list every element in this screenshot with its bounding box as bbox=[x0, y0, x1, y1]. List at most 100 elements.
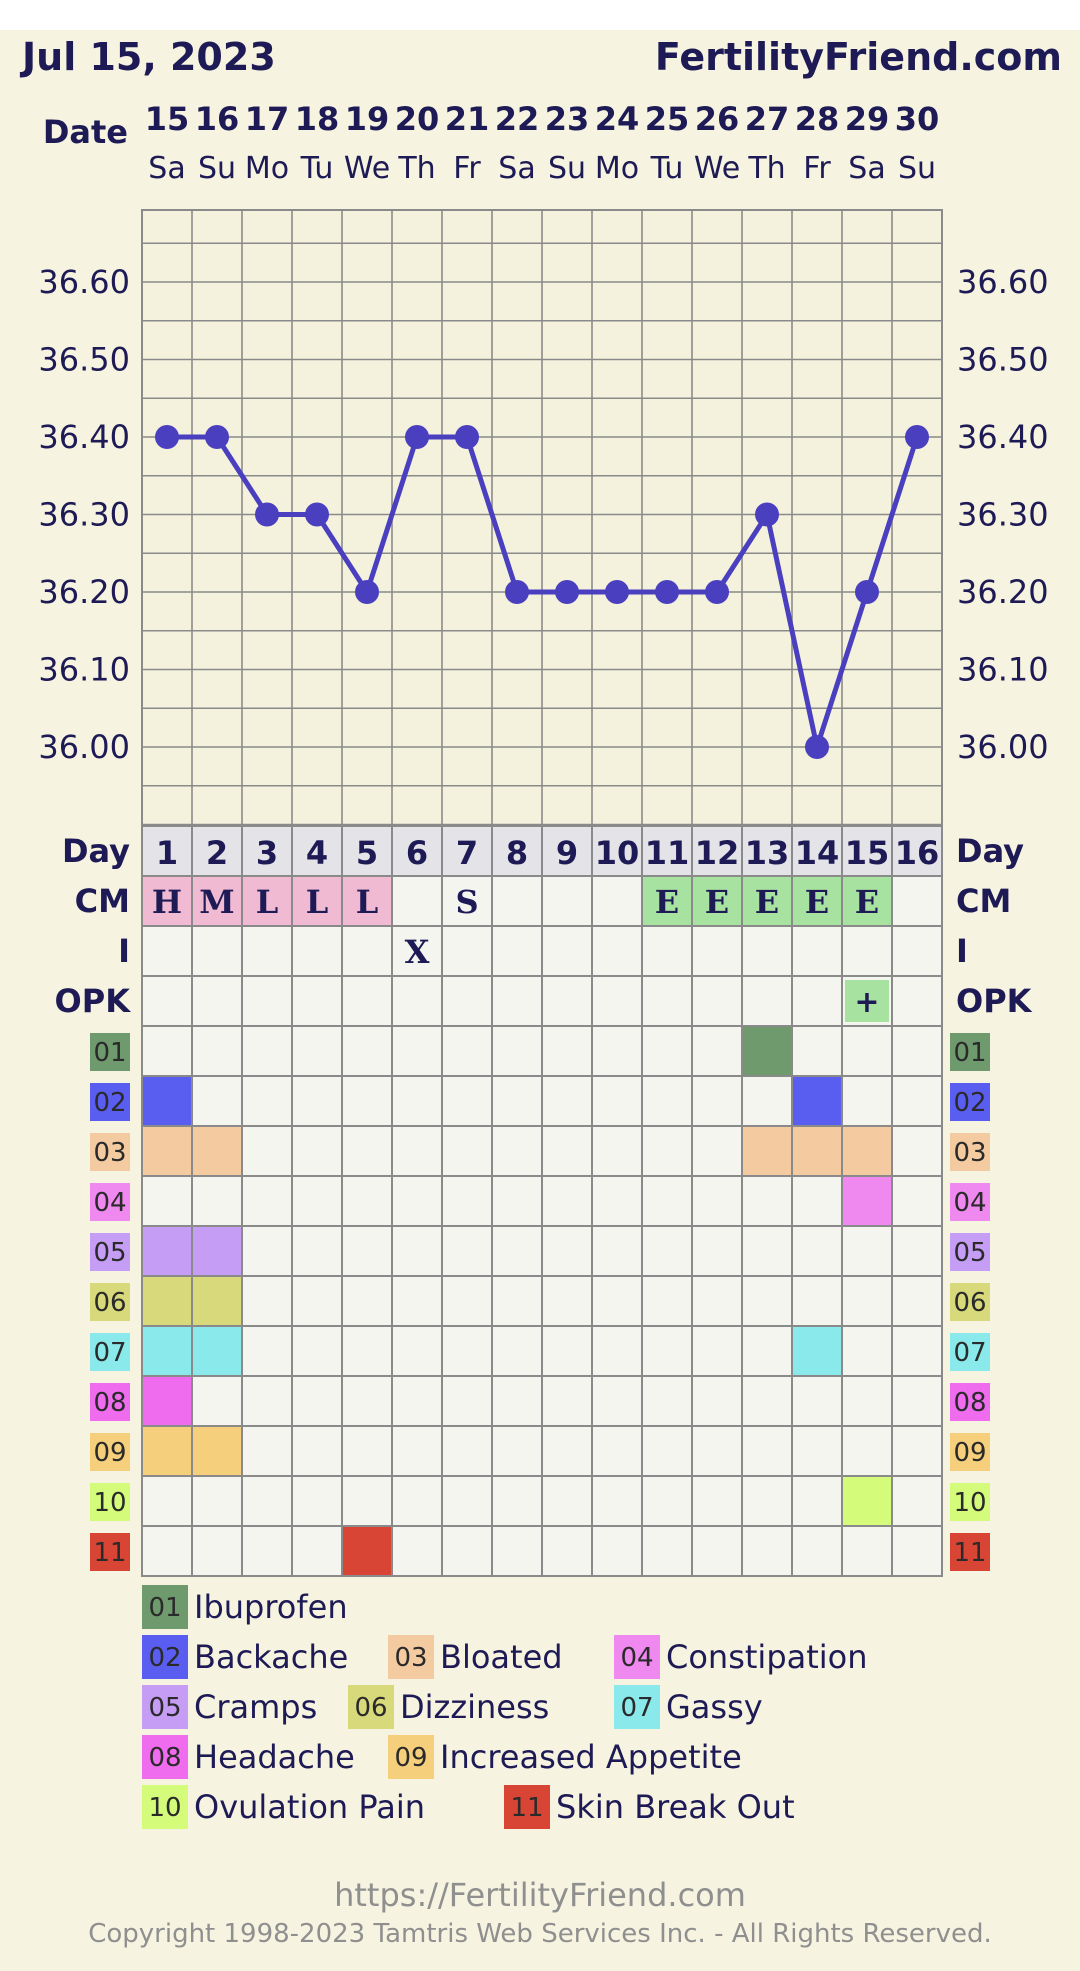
symptom-cell[interactable] bbox=[441, 1075, 493, 1127]
symptom-cell[interactable] bbox=[441, 1425, 493, 1477]
symptom-cell[interactable] bbox=[541, 1075, 593, 1127]
intercourse-cell[interactable] bbox=[591, 925, 643, 977]
symptom-cell[interactable] bbox=[341, 1525, 393, 1577]
symptom-cell[interactable] bbox=[491, 1225, 543, 1277]
cycle-day-cell[interactable] bbox=[191, 825, 243, 877]
symptom-cell[interactable] bbox=[191, 1475, 243, 1527]
symptom-cell[interactable] bbox=[291, 1225, 343, 1277]
cm-cell[interactable] bbox=[241, 875, 293, 927]
symptom-cell[interactable] bbox=[641, 1225, 693, 1277]
symptom-cell[interactable] bbox=[141, 1375, 193, 1427]
intercourse-cell[interactable] bbox=[891, 925, 943, 977]
symptom-cell[interactable] bbox=[691, 1475, 743, 1527]
symptom-cell[interactable] bbox=[491, 1175, 543, 1227]
symptom-cell[interactable] bbox=[191, 1125, 243, 1177]
symptom-cell[interactable] bbox=[291, 1475, 343, 1527]
symptom-cell[interactable] bbox=[141, 1325, 193, 1377]
symptom-cell[interactable] bbox=[691, 1525, 743, 1577]
symptom-cell[interactable] bbox=[591, 1325, 643, 1377]
symptom-cell[interactable] bbox=[391, 1225, 443, 1277]
symptom-cell[interactable] bbox=[491, 1075, 543, 1127]
cycle-day-cell[interactable] bbox=[741, 825, 793, 877]
symptom-cell[interactable] bbox=[391, 1275, 443, 1327]
temperature-point[interactable] bbox=[705, 580, 729, 604]
symptom-cell[interactable] bbox=[641, 1475, 693, 1527]
symptom-cell[interactable] bbox=[641, 1525, 693, 1577]
symptom-cell[interactable] bbox=[641, 1275, 693, 1327]
intercourse-cell[interactable] bbox=[391, 925, 443, 977]
cycle-day-cell[interactable] bbox=[341, 825, 393, 877]
symptom-cell[interactable] bbox=[441, 1225, 493, 1277]
symptom-cell[interactable] bbox=[491, 1375, 543, 1427]
symptom-cell[interactable] bbox=[841, 1225, 893, 1277]
symptom-cell[interactable] bbox=[241, 1425, 293, 1477]
cm-cell[interactable] bbox=[341, 875, 393, 927]
temperature-point[interactable] bbox=[905, 425, 929, 449]
intercourse-cell[interactable] bbox=[741, 925, 793, 977]
opk-cell[interactable] bbox=[691, 975, 743, 1027]
temperature-point[interactable] bbox=[255, 502, 279, 527]
symptom-cell[interactable] bbox=[391, 1425, 443, 1477]
temperature-point[interactable] bbox=[605, 580, 629, 604]
symptom-cell[interactable] bbox=[741, 1075, 793, 1127]
symptom-cell[interactable] bbox=[141, 1525, 193, 1577]
temperature-point[interactable] bbox=[855, 580, 879, 604]
symptom-cell[interactable] bbox=[691, 1175, 743, 1227]
symptom-cell[interactable] bbox=[341, 1175, 393, 1227]
symptom-cell[interactable] bbox=[341, 1375, 393, 1427]
symptom-cell[interactable] bbox=[241, 1075, 293, 1127]
symptom-cell[interactable] bbox=[241, 1475, 293, 1527]
intercourse-cell[interactable] bbox=[691, 925, 743, 977]
symptom-cell[interactable] bbox=[741, 1025, 793, 1077]
symptom-cell[interactable] bbox=[491, 1475, 543, 1527]
intercourse-cell[interactable] bbox=[241, 925, 293, 977]
temperature-point[interactable] bbox=[505, 580, 529, 604]
symptom-cell[interactable] bbox=[841, 1125, 893, 1177]
temperature-point[interactable] bbox=[305, 502, 329, 527]
symptom-cell[interactable] bbox=[691, 1275, 743, 1327]
symptom-cell[interactable] bbox=[391, 1175, 443, 1227]
symptom-cell[interactable] bbox=[791, 1325, 843, 1377]
opk-cell[interactable] bbox=[491, 975, 543, 1027]
symptom-cell[interactable] bbox=[341, 1425, 393, 1477]
footer-url[interactable]: https://FertilityFriend.com bbox=[334, 1876, 746, 1914]
symptom-cell[interactable] bbox=[441, 1525, 493, 1577]
symptom-cell[interactable] bbox=[641, 1425, 693, 1477]
symptom-cell[interactable] bbox=[341, 1125, 393, 1177]
symptom-cell[interactable] bbox=[691, 1225, 743, 1277]
symptom-cell[interactable] bbox=[591, 1375, 643, 1427]
cycle-day-cell[interactable] bbox=[591, 825, 643, 877]
symptom-cell[interactable] bbox=[841, 1375, 893, 1427]
symptom-cell[interactable] bbox=[791, 1025, 843, 1077]
intercourse-cell[interactable] bbox=[441, 925, 493, 977]
symptom-cell[interactable] bbox=[791, 1225, 843, 1277]
intercourse-cell[interactable] bbox=[291, 925, 343, 977]
symptom-cell[interactable] bbox=[241, 1375, 293, 1427]
cm-cell[interactable] bbox=[191, 875, 243, 927]
cm-cell[interactable] bbox=[841, 875, 893, 927]
symptom-cell[interactable] bbox=[441, 1275, 493, 1327]
symptom-cell[interactable] bbox=[391, 1375, 443, 1427]
intercourse-cell[interactable] bbox=[341, 925, 393, 977]
symptom-cell[interactable] bbox=[191, 1225, 243, 1277]
cm-cell[interactable] bbox=[891, 875, 943, 927]
cycle-day-cell[interactable] bbox=[141, 825, 193, 877]
symptom-cell[interactable] bbox=[241, 1275, 293, 1327]
cycle-day-cell[interactable] bbox=[391, 825, 443, 877]
symptom-cell[interactable] bbox=[291, 1125, 343, 1177]
symptom-cell[interactable] bbox=[491, 1025, 543, 1077]
symptom-cell[interactable] bbox=[291, 1175, 343, 1227]
cycle-day-cell[interactable] bbox=[491, 825, 543, 877]
symptom-cell[interactable] bbox=[291, 1075, 343, 1127]
opk-cell[interactable] bbox=[391, 975, 443, 1027]
symptom-cell[interactable] bbox=[491, 1125, 543, 1177]
cm-cell[interactable] bbox=[691, 875, 743, 927]
symptom-cell[interactable] bbox=[691, 1425, 743, 1477]
symptom-cell[interactable] bbox=[241, 1125, 293, 1177]
symptom-cell[interactable] bbox=[541, 1175, 593, 1227]
symptom-cell[interactable] bbox=[191, 1425, 243, 1477]
symptom-cell[interactable] bbox=[491, 1275, 543, 1327]
cm-cell[interactable] bbox=[541, 875, 593, 927]
symptom-cell[interactable] bbox=[891, 1125, 943, 1177]
symptom-cell[interactable] bbox=[291, 1375, 343, 1427]
